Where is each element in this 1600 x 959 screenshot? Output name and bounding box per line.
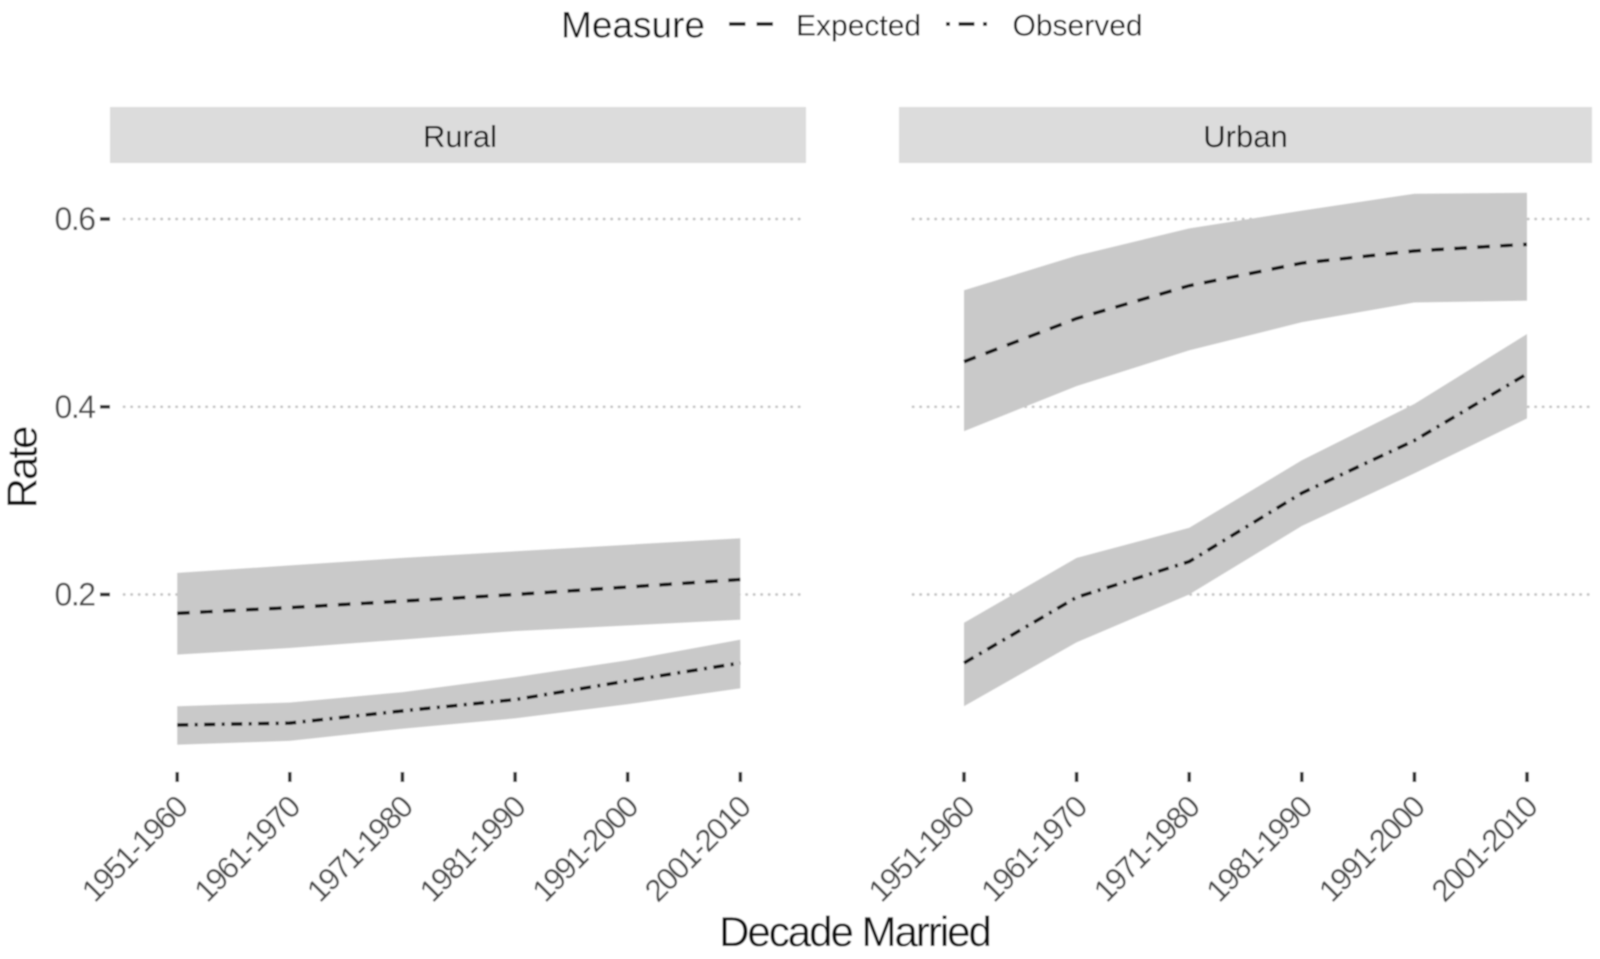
svg-text:Rate: Rate	[0, 427, 46, 508]
svg-text:Urban: Urban	[1203, 119, 1287, 154]
svg-text:Observed: Observed	[1013, 10, 1143, 43]
svg-text:Measure: Measure	[561, 5, 705, 46]
svg-text:Rural: Rural	[423, 119, 497, 154]
svg-text:0.2: 0.2	[55, 577, 96, 613]
svg-text:0.4: 0.4	[55, 389, 96, 425]
svg-text:Expected: Expected	[796, 10, 921, 43]
svg-text:Decade Married: Decade Married	[719, 908, 990, 954]
svg-text:0.6: 0.6	[55, 201, 96, 237]
